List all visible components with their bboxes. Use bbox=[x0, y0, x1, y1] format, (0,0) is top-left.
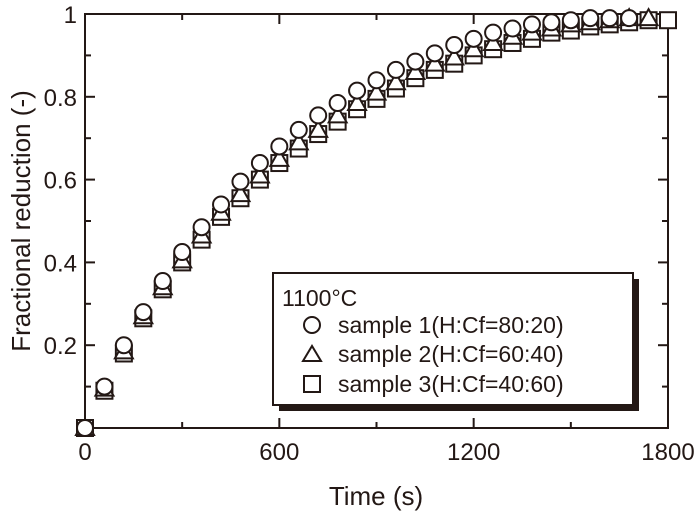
sample-3-point bbox=[659, 11, 677, 30]
sample-1-point bbox=[542, 13, 561, 32]
sample-1-point bbox=[581, 9, 600, 28]
sample-1-point bbox=[114, 336, 133, 355]
sample-2-point bbox=[482, 31, 504, 51]
x-tick-label: 0 bbox=[78, 439, 91, 466]
y-tick-label: 1 bbox=[64, 2, 77, 29]
legend-triangle-marker bbox=[301, 344, 323, 362]
sample-1-point bbox=[95, 377, 114, 396]
legend-box bbox=[272, 272, 634, 406]
x-tick-label: 1200 bbox=[447, 439, 500, 466]
legend: 1100°C sample 1(H:Cf=80:20) sample 2(H:C… bbox=[272, 272, 639, 411]
x-axis-label: Time (s) bbox=[329, 481, 423, 511]
y-tick-label: 0.6 bbox=[44, 168, 77, 195]
x-tick-label: 1800 bbox=[641, 439, 694, 466]
sample-2-point bbox=[249, 164, 271, 184]
sample-1-point bbox=[561, 11, 580, 30]
sample-1-point bbox=[153, 272, 172, 291]
sample-1-point bbox=[173, 243, 192, 262]
sample-1-point bbox=[425, 44, 444, 63]
sample-1-point bbox=[386, 60, 405, 79]
sample-1-point bbox=[212, 195, 231, 214]
legend-entry-1: sample 1(H:Cf=80:20) bbox=[338, 312, 564, 338]
sample-2-point bbox=[637, 7, 660, 27]
sample-1-point bbox=[289, 120, 308, 139]
sample-1-point bbox=[503, 19, 522, 38]
sample-1-point bbox=[464, 29, 483, 48]
y-axis-label: Fractional reduction (-) bbox=[6, 90, 36, 352]
sample-2-point bbox=[229, 183, 252, 203]
legend-entry-2: sample 2(H:Cf=60:40) bbox=[338, 341, 564, 367]
sample-1-point bbox=[367, 71, 386, 90]
sample-1-point bbox=[309, 106, 328, 125]
sample-2-point bbox=[443, 46, 465, 66]
sample-2-point bbox=[307, 118, 329, 138]
sample-2-point bbox=[288, 131, 310, 151]
sample-2-point bbox=[385, 71, 407, 91]
sample-1-point bbox=[620, 9, 639, 28]
sample-1-point bbox=[484, 23, 503, 42]
sample-2-point bbox=[326, 104, 349, 124]
sample-1-point bbox=[522, 15, 541, 34]
sample-1-point bbox=[445, 36, 464, 55]
sample-1-point bbox=[231, 172, 250, 191]
y-tick-label: 0.2 bbox=[44, 333, 77, 360]
sample-1-point bbox=[250, 154, 269, 173]
x-tick-label: 600 bbox=[259, 439, 299, 466]
sample-2-point bbox=[268, 147, 291, 167]
sample-2-point bbox=[462, 38, 485, 58]
sample-1-point bbox=[406, 52, 425, 71]
sample-1-point bbox=[348, 81, 367, 100]
sample-2-point bbox=[404, 60, 427, 80]
legend-entry-3: sample 3(H:Cf=40:60) bbox=[338, 371, 564, 397]
sample-1-point bbox=[134, 303, 153, 322]
legend-title: 1100°C bbox=[282, 285, 357, 311]
sample-1-point bbox=[192, 218, 211, 237]
sample-2-point bbox=[346, 91, 368, 112]
sample-2-point bbox=[365, 81, 388, 101]
sample-1-point bbox=[76, 419, 94, 437]
y-tick-label: 0.4 bbox=[44, 250, 77, 277]
y-tick-label: 0.8 bbox=[44, 85, 77, 112]
sample-2-point bbox=[424, 52, 446, 72]
legend-circle-marker bbox=[303, 316, 321, 334]
sample-1-point bbox=[328, 94, 347, 113]
sample-1-point bbox=[600, 9, 619, 28]
sample-1-point bbox=[270, 137, 289, 156]
legend-square-marker bbox=[303, 375, 321, 393]
